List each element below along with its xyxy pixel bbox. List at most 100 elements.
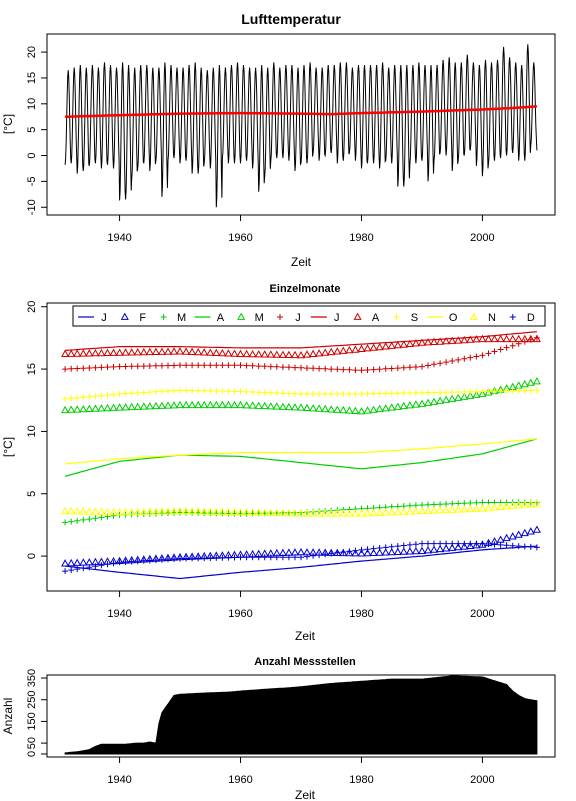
plot-frame-lufttemperatur xyxy=(46,33,556,216)
plus-point xyxy=(225,388,232,395)
legend-entry-N-11: N xyxy=(469,312,496,324)
triangle-point xyxy=(73,349,82,357)
triangle-point xyxy=(248,401,257,409)
triangle-point xyxy=(230,400,239,409)
plus-point xyxy=(165,362,171,369)
triangle-point xyxy=(369,508,378,517)
triangle-point xyxy=(218,348,227,357)
triangle-point xyxy=(496,502,505,510)
legend-label: A xyxy=(372,312,380,324)
plus-point xyxy=(455,540,462,547)
legend-label: J xyxy=(334,312,340,324)
plus-point xyxy=(116,363,123,370)
x-tick-label: 1980 xyxy=(349,608,373,620)
plus-point xyxy=(201,362,208,369)
triangle-point xyxy=(514,500,523,509)
plus-point xyxy=(273,363,280,370)
x-tick-label: 1940 xyxy=(107,774,131,786)
plus-point xyxy=(485,388,492,395)
legend-label: F xyxy=(139,312,146,324)
plus-point xyxy=(219,362,226,369)
series-D-12 xyxy=(62,540,540,575)
triangle-point xyxy=(411,400,420,408)
triangle-point xyxy=(393,340,402,349)
triangle-point xyxy=(97,404,106,412)
triangle-point xyxy=(254,508,263,516)
plus-point xyxy=(116,391,123,397)
triangle-point xyxy=(194,400,203,409)
plus-point xyxy=(400,542,407,549)
y-tick-label: 50 xyxy=(26,737,38,749)
triangle-point xyxy=(423,546,433,554)
x-tick-label: 2000 xyxy=(470,608,494,620)
plus-point xyxy=(388,390,395,397)
triangle-point xyxy=(502,533,511,542)
triangle-point xyxy=(357,407,366,415)
plus-point xyxy=(213,362,220,369)
triangle-point xyxy=(296,547,306,556)
plus-point xyxy=(394,390,401,397)
plus-point xyxy=(509,542,516,549)
triangle-point xyxy=(484,388,493,396)
plus-point xyxy=(461,388,468,395)
xlabel-anzahl-messstellen: Zeit xyxy=(295,788,316,801)
plus-point xyxy=(473,388,480,395)
x-tick-label: 1980 xyxy=(349,774,373,786)
legend-triangle-marker xyxy=(353,312,362,320)
plus-point xyxy=(364,546,371,553)
triangle-point xyxy=(436,396,445,404)
panel-anzahl-messstellen: Anzahl Messstellen 1940 1960 1980 2000 0 50 1… xyxy=(1,656,556,801)
plus-point xyxy=(237,388,244,395)
triangle-point xyxy=(333,347,342,355)
triangle-point xyxy=(109,507,118,516)
title-lufttemperatur: Lufttemperatur xyxy=(241,11,341,27)
legend-triangle-marker xyxy=(237,312,246,320)
triangle-point xyxy=(133,402,142,410)
plus-point xyxy=(328,391,335,397)
y-tick-label: 5 xyxy=(26,491,38,497)
y-tick-label: 250 xyxy=(26,691,38,709)
triangle-point xyxy=(363,344,372,352)
plus-point xyxy=(340,549,347,556)
plus-point xyxy=(533,544,540,551)
plus-point xyxy=(237,362,244,369)
triangle-point xyxy=(260,508,269,516)
plus-point xyxy=(346,548,353,555)
plus-point xyxy=(491,388,498,395)
plus-point xyxy=(304,553,310,560)
triangle-point xyxy=(163,507,173,515)
y-tick-label: 350 xyxy=(26,669,38,687)
triangle-point xyxy=(91,507,100,515)
triangle-point xyxy=(351,549,360,557)
plus-point xyxy=(68,518,75,525)
y-axis-einzelmonate: 0 5 10 15 20 xyxy=(26,301,48,559)
y-axis-anzahl-messstellen: 0 50 150 250 350 xyxy=(26,669,48,757)
plus-point xyxy=(74,394,81,401)
triangle-point xyxy=(466,541,475,549)
series-J-1 xyxy=(65,545,537,580)
triangle-point xyxy=(315,509,324,517)
triangle-point xyxy=(399,507,408,515)
legend-label: J xyxy=(101,312,107,324)
plus-point xyxy=(267,363,274,370)
plus-point xyxy=(134,389,141,396)
plus-point xyxy=(152,362,159,369)
triangle-point xyxy=(357,549,366,557)
triangle-point xyxy=(133,507,142,515)
plus-point xyxy=(267,554,274,561)
triangle-point xyxy=(188,507,197,515)
triangle-point xyxy=(502,334,511,343)
plus-point xyxy=(334,366,341,373)
plus-point xyxy=(521,387,528,394)
triangle-point xyxy=(363,548,372,557)
plus-point xyxy=(485,541,492,547)
plus-point xyxy=(328,366,335,373)
triangle-point xyxy=(496,334,505,343)
plus-point xyxy=(467,354,474,361)
legend-label: J xyxy=(295,312,301,324)
triangle-point xyxy=(115,508,124,516)
series-monthly-temperature xyxy=(64,44,538,208)
triangle-point xyxy=(73,558,82,566)
plus-point xyxy=(425,362,431,369)
